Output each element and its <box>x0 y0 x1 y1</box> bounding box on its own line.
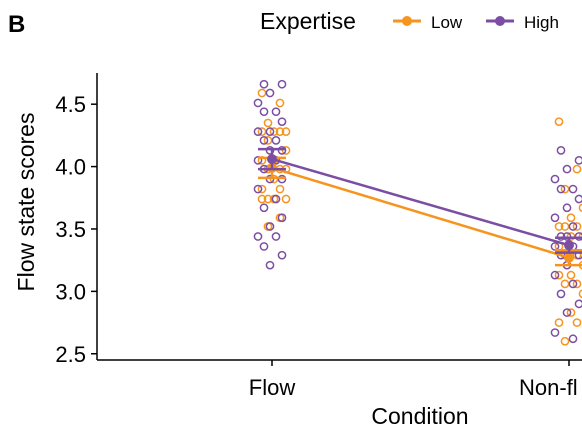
x-tick-label: Non-fl <box>519 375 578 400</box>
data-point <box>550 213 560 223</box>
x-tick-label: Flow <box>249 375 296 400</box>
mean-line-low <box>271 166 570 259</box>
x-ticks: Flow Non-fl <box>249 360 578 400</box>
data-point <box>281 127 291 136</box>
data-point <box>265 127 275 136</box>
x-axis-title: Condition <box>371 403 468 429</box>
data-point <box>275 127 285 136</box>
y-tick-label: 2.5 <box>55 342 86 367</box>
data-point <box>257 194 267 204</box>
legend-title: Expertise <box>260 8 356 34</box>
data-point <box>560 279 570 289</box>
data-point <box>554 270 564 280</box>
y-tick-label: 3.0 <box>55 279 86 304</box>
data-point <box>265 88 275 98</box>
data-point <box>554 117 564 127</box>
data-point <box>572 279 582 289</box>
data-point <box>259 136 269 145</box>
data-point <box>257 127 267 136</box>
data-point <box>562 308 572 317</box>
data-point <box>574 194 582 204</box>
data-point <box>263 136 273 145</box>
y-tick-label: 4.5 <box>55 92 86 117</box>
mean-point <box>267 154 277 165</box>
y-ticks: 2.5 3.0 3.5 4.0 4.5 <box>55 92 97 367</box>
data-point <box>572 318 582 327</box>
data-point <box>568 184 578 194</box>
data-point <box>566 213 576 223</box>
legend-label-low: Low <box>431 13 463 32</box>
data-point <box>275 98 285 108</box>
data-point <box>277 250 287 260</box>
data-point <box>550 174 560 184</box>
data-point <box>578 289 582 299</box>
legend-key-low <box>393 16 421 26</box>
data-point <box>269 127 279 136</box>
data-point <box>568 334 578 344</box>
data-point <box>271 107 281 117</box>
data-point <box>277 79 287 89</box>
data-marks <box>253 79 582 346</box>
data-point <box>275 184 285 194</box>
y-axis-title: Flow state scores <box>13 113 39 292</box>
data-point <box>568 279 578 289</box>
data-point <box>263 194 273 204</box>
data-point <box>572 164 582 174</box>
data-point <box>562 164 572 174</box>
legend-dot-low <box>402 16 412 26</box>
data-point <box>556 184 566 194</box>
data-point <box>281 194 291 204</box>
data-point <box>556 289 566 299</box>
data-point <box>277 213 287 223</box>
data-point <box>556 146 566 155</box>
data-point <box>271 136 281 145</box>
data-point <box>265 222 275 231</box>
data-point <box>566 308 576 317</box>
data-point <box>257 88 267 98</box>
legend-key-high <box>486 16 514 26</box>
data-point <box>578 203 582 212</box>
data-point <box>560 336 570 346</box>
mean-line-high <box>271 157 570 247</box>
mean-point <box>564 240 574 251</box>
data-point <box>259 203 269 213</box>
data-point <box>263 118 273 128</box>
data-point <box>253 98 263 108</box>
data-point <box>554 222 564 231</box>
data-point <box>257 184 267 194</box>
panel-label: B <box>8 11 25 38</box>
data-point <box>253 184 263 194</box>
y-tick-label: 3.5 <box>55 217 86 242</box>
data-point <box>572 222 582 231</box>
data-point <box>259 79 269 89</box>
data-point <box>574 299 582 309</box>
data-point <box>253 232 263 241</box>
legend-label-high: High <box>524 13 559 32</box>
data-point <box>277 117 287 127</box>
data-point <box>560 222 570 231</box>
data-point <box>259 107 269 117</box>
data-point <box>560 184 570 194</box>
data-point <box>562 203 572 213</box>
data-point <box>271 194 281 204</box>
legend-dot-high <box>495 16 505 26</box>
data-point <box>568 222 578 231</box>
data-point <box>566 270 576 280</box>
data-point <box>554 318 564 327</box>
y-tick-label: 4.0 <box>55 155 86 180</box>
data-point <box>574 155 582 165</box>
data-point <box>259 242 269 251</box>
data-point <box>253 127 263 136</box>
legend: Expertise Low High <box>260 8 559 34</box>
data-point <box>271 232 281 241</box>
mean-point <box>564 252 574 263</box>
data-point <box>550 328 560 337</box>
data-point <box>550 270 560 280</box>
data-point <box>265 260 275 270</box>
